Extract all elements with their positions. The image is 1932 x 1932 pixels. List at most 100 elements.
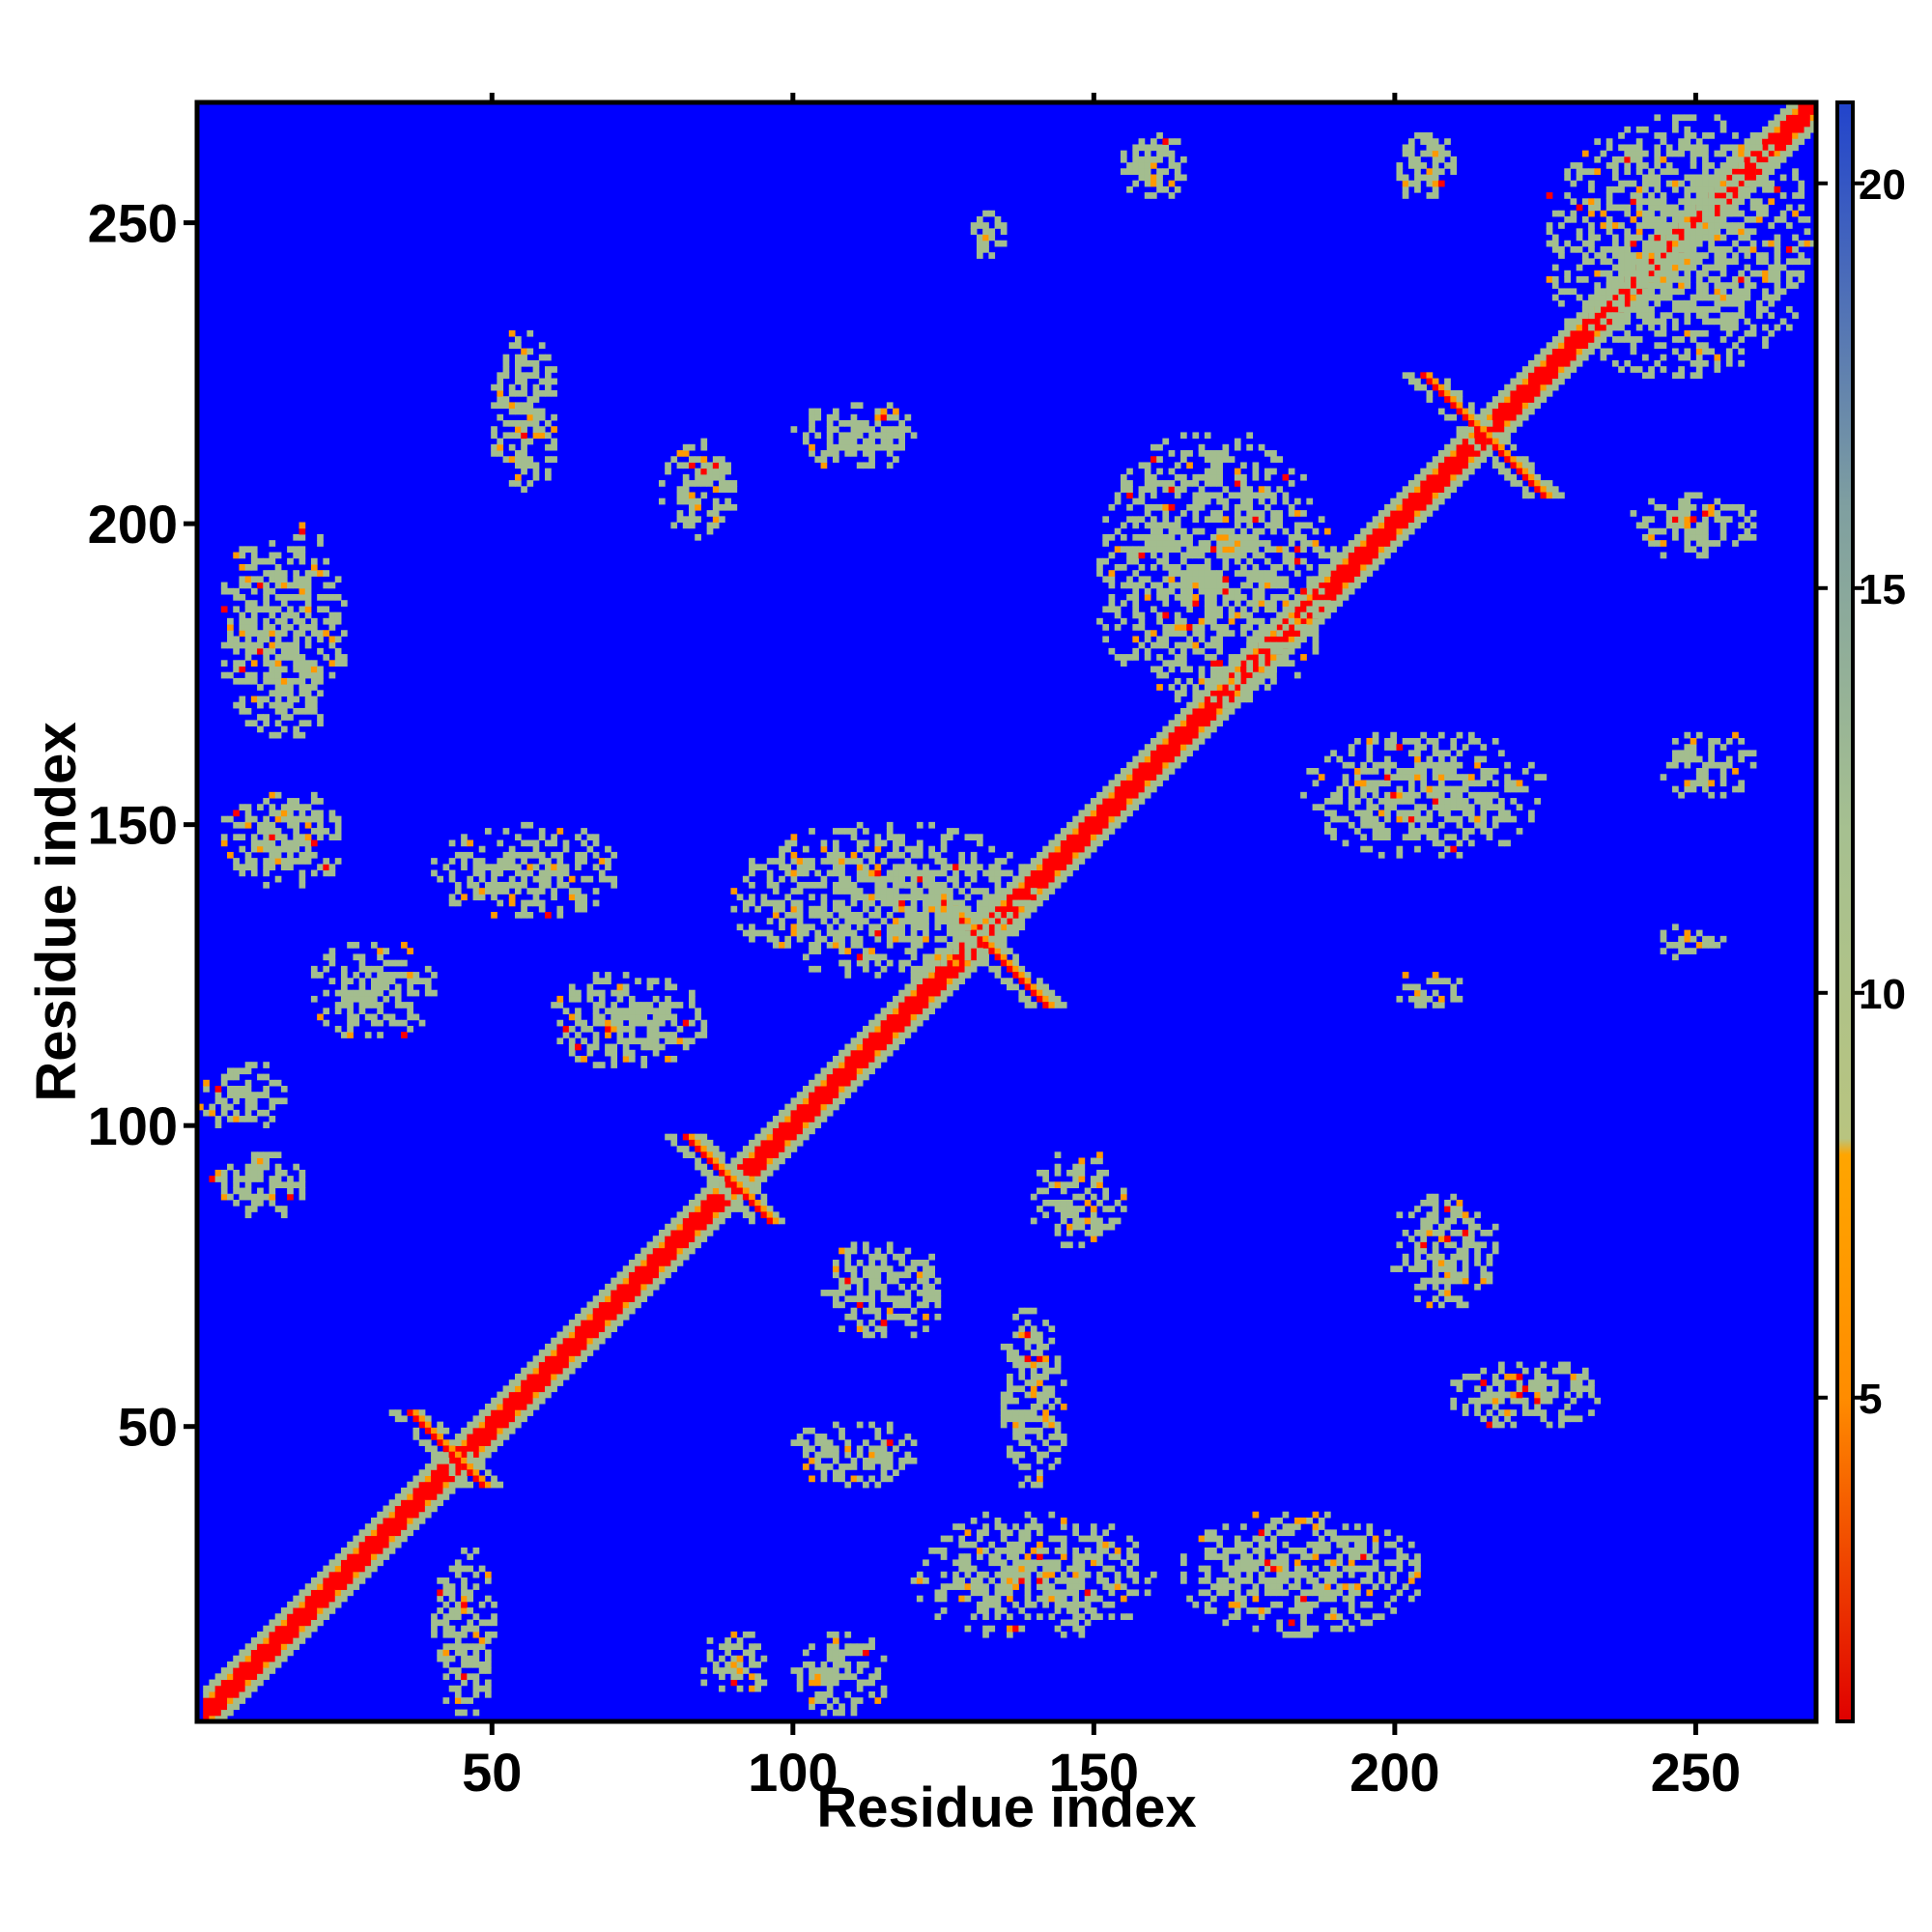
contact-cell [1222, 582, 1230, 589]
diagonal-cell [274, 1619, 282, 1627]
diagonal-cell [220, 1697, 228, 1704]
diagonal-cell [1570, 359, 1577, 367]
diagonal-cell [317, 1607, 324, 1614]
diagonal-cell [1744, 174, 1751, 182]
diagonal-cell [1342, 557, 1350, 565]
contact-cell [1372, 821, 1379, 829]
diagonal-cell [1732, 168, 1739, 175]
contact-cell [274, 851, 282, 859]
contact-cell [263, 845, 270, 853]
contact-cell [317, 690, 324, 697]
contact-cell [1366, 804, 1374, 810]
contact-cell [1288, 503, 1295, 511]
contact-cell [1216, 450, 1223, 457]
diagonal-cell [605, 1290, 611, 1296]
diagonal-cell [298, 1595, 306, 1603]
diagonal-cell [581, 1350, 587, 1356]
diagonal-cell [1774, 114, 1781, 122]
contact-cell [478, 858, 486, 865]
contact-cell [1246, 647, 1254, 655]
diagonal-cell [484, 1445, 492, 1453]
diagonal-cell [640, 1265, 648, 1272]
contact-cell [1198, 582, 1206, 589]
contact-cell [263, 617, 270, 625]
contact-cell [1216, 456, 1223, 463]
diagonal-cell [592, 1301, 600, 1309]
diagonal-cell [616, 1307, 624, 1315]
diagonal-cell [371, 1523, 378, 1530]
contact-cell [293, 641, 300, 649]
contact-cell [760, 899, 768, 907]
contact-cell [1437, 731, 1445, 739]
diagonal-cell [1576, 329, 1583, 337]
contact-cell [850, 894, 858, 901]
diagonal-cell [1744, 144, 1751, 152]
diagonal-cell [1384, 540, 1391, 547]
contact-cell [1216, 527, 1223, 535]
contact-cell [244, 624, 252, 631]
diagonal-cell [1048, 864, 1056, 871]
diagonal-cell [1462, 462, 1469, 469]
contact-cell [340, 654, 348, 661]
contact-cell [1168, 480, 1176, 487]
diagonal-cell [676, 1236, 684, 1242]
diagonal-cell [586, 1350, 594, 1356]
contact-cell [964, 834, 972, 841]
diagonal-cell [347, 1541, 354, 1548]
contact-cell [1432, 834, 1439, 841]
contact-cell [706, 468, 714, 475]
contact-cell [856, 888, 864, 895]
contact-cell [1186, 641, 1193, 649]
diagonal-cell [670, 1223, 678, 1231]
diagonal-cell [665, 1265, 671, 1272]
contact-cell [298, 576, 306, 583]
contact-cell [1000, 869, 1008, 877]
diagonal-cell [695, 1199, 701, 1207]
diagonal-cell [724, 1211, 731, 1219]
diagonal-cell [227, 1690, 234, 1698]
diagonal-cell [340, 1559, 348, 1567]
diagonal-cell [1390, 497, 1397, 505]
contact-cell [1407, 1236, 1415, 1242]
diagonal-cell [868, 1019, 875, 1027]
diagonal-cell [304, 1595, 312, 1603]
contact-cell [1246, 666, 1254, 673]
diagonal-cell [1546, 389, 1553, 397]
diagonal-cell [1749, 138, 1757, 145]
diagonal-cell [1785, 114, 1793, 122]
contact-cell [274, 552, 282, 559]
contact-cell [484, 888, 492, 895]
contact-cell [838, 875, 845, 883]
contact-cell [712, 522, 720, 529]
contact-cell [682, 443, 690, 451]
diagonal-cell [280, 1625, 288, 1633]
contact-cell [1492, 1247, 1499, 1255]
strand-halo-cell [461, 1481, 468, 1489]
diagonal-cell [1390, 527, 1397, 535]
diagonal-cell [1437, 450, 1445, 457]
contact-cell [695, 456, 701, 463]
diagonal-cell [1516, 402, 1523, 410]
diagonal-cell [611, 1290, 618, 1296]
contact-cell [1432, 1193, 1439, 1201]
contact-cell [1450, 834, 1458, 841]
contact-cell [1426, 1217, 1434, 1225]
diagonal-cell [1180, 755, 1187, 763]
contact-cell [1390, 791, 1397, 799]
diagonal-cell [532, 1379, 540, 1386]
contact-cell [1156, 557, 1163, 565]
diagonal-cell [1738, 180, 1746, 187]
contact-cell [239, 576, 246, 583]
diagonal-cell [1498, 396, 1505, 403]
contact-cell [1384, 828, 1391, 835]
diagonal-cell [1144, 768, 1151, 775]
diagonal-cell [809, 1079, 815, 1087]
contact-cell [1240, 497, 1247, 505]
contact-cell [1407, 737, 1415, 745]
diagonal-cell [1330, 600, 1337, 607]
contact-cell [874, 869, 882, 877]
strand-halo-cell [1037, 978, 1043, 984]
diagonal-cell [863, 1037, 869, 1045]
diagonal-cell [689, 1241, 696, 1249]
diagonal-cell [1330, 570, 1337, 577]
